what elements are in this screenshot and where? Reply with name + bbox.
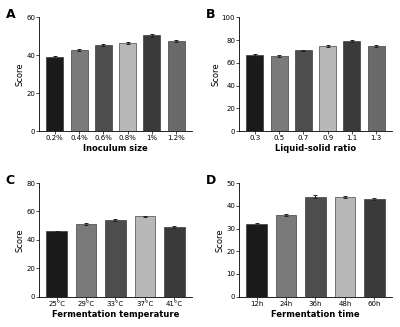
Bar (164, 227, 185, 297)
X-axis label: Fermentation temperature: Fermentation temperature (52, 310, 179, 319)
Bar (368, 46, 385, 131)
Bar (76, 224, 96, 297)
Bar (295, 50, 312, 131)
Bar (70, 50, 88, 131)
Bar (168, 41, 185, 131)
Bar (105, 220, 126, 297)
Y-axis label: Score: Score (211, 62, 220, 86)
Text: D: D (206, 174, 216, 187)
Bar (319, 46, 336, 131)
Bar (246, 55, 263, 131)
Bar (95, 45, 112, 131)
Text: B: B (206, 9, 215, 21)
Bar (246, 224, 267, 297)
Bar (305, 197, 326, 297)
Bar (46, 232, 67, 297)
Y-axis label: Score: Score (16, 62, 25, 86)
Bar (119, 43, 136, 131)
Text: C: C (6, 174, 15, 187)
Bar (144, 36, 160, 131)
Y-axis label: Score: Score (16, 228, 25, 252)
Y-axis label: Score: Score (216, 228, 225, 252)
Bar (135, 216, 155, 297)
X-axis label: Inoculum size: Inoculum size (83, 144, 148, 153)
Bar (46, 57, 63, 131)
Bar (344, 41, 360, 131)
Bar (270, 56, 288, 131)
Bar (364, 199, 385, 297)
Bar (276, 215, 296, 297)
X-axis label: Fermentation time: Fermentation time (271, 310, 360, 319)
Text: A: A (6, 9, 16, 21)
X-axis label: Liquid-solid ratio: Liquid-solid ratio (275, 144, 356, 153)
Bar (335, 197, 355, 297)
